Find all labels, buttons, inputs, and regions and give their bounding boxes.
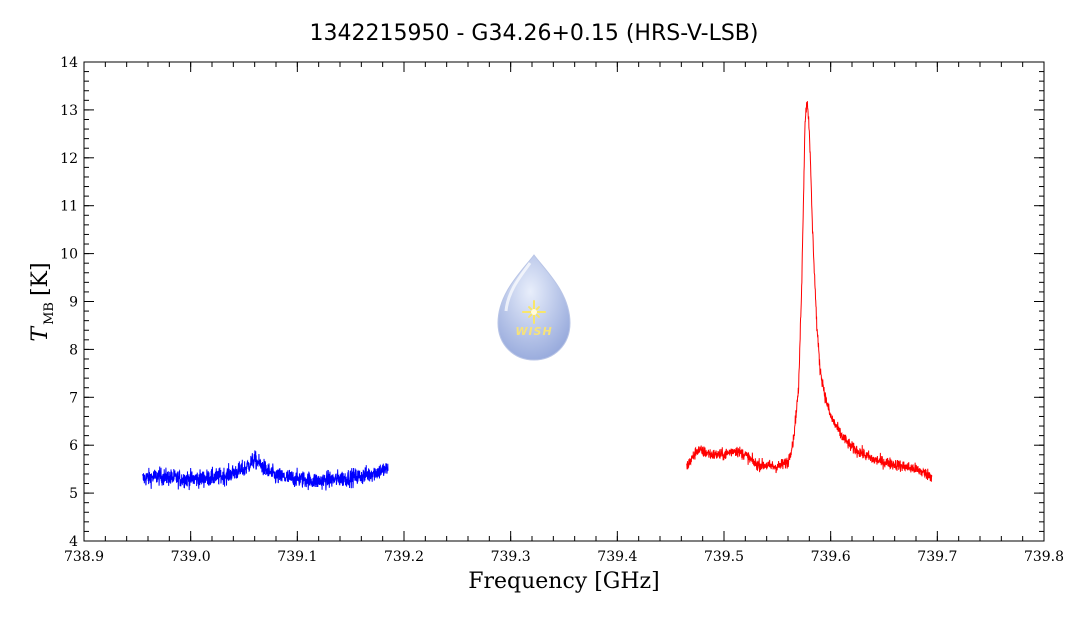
y-axis-tick-labels: 4 5 6 7 8 9 10 11 12 13 14	[60, 55, 78, 550]
y-tick-label: 12	[60, 151, 78, 167]
spectrum-series-1	[142, 450, 389, 491]
x-tick-label: 739.3	[491, 549, 531, 565]
y-tick-label: 5	[69, 486, 78, 502]
y-axis-label: TMB [K]	[28, 262, 57, 341]
y-tick-label: 14	[60, 55, 78, 71]
y-tick-label: 6	[69, 438, 78, 454]
x-tick-label: 738.9	[64, 549, 104, 565]
x-axis-ticks	[83, 62, 1045, 541]
x-tick-label: 739.1	[277, 549, 317, 565]
x-tick-label: 739.4	[597, 549, 637, 565]
y-axis-ticks	[84, 61, 1044, 542]
x-tick-label: 739.7	[917, 549, 957, 565]
star-icon	[522, 300, 546, 324]
svg-text:TMB[K]: TMB [K]	[28, 262, 57, 341]
chart-title: 1342215950 - G34.26+0.15 (HRS-V-LSB)	[310, 21, 759, 46]
y-axis-label-unit: [K]	[28, 262, 53, 296]
x-tick-label: 739.5	[704, 549, 744, 565]
spectrum-series-2	[686, 101, 933, 482]
x-tick-label: 739.8	[1024, 549, 1064, 565]
wish-logo: WISH	[497, 254, 571, 361]
y-tick-label: 4	[69, 534, 78, 550]
y-axis-label-subscript: MB	[42, 302, 57, 325]
y-tick-label: 7	[69, 390, 78, 406]
x-tick-label: 739.0	[171, 549, 211, 565]
series-layer	[142, 101, 933, 491]
x-axis-tick-labels: 738.9 739.0 739.1 739.2 739.3 739.4 739.5 739.6…	[64, 549, 1064, 565]
y-tick-label: 8	[69, 342, 78, 358]
y-axis-label-symbol: T	[28, 325, 53, 342]
y-tick-label: 10	[60, 247, 78, 263]
x-axis-label: Frequency [GHz]	[468, 569, 660, 594]
y-tick-label: 13	[60, 103, 78, 119]
x-tick-label: 739.6	[811, 549, 851, 565]
y-tick-label: 11	[60, 199, 78, 215]
y-tick-label: 9	[69, 295, 78, 311]
logo-text: WISH	[515, 325, 552, 338]
x-tick-label: 739.2	[384, 549, 424, 565]
